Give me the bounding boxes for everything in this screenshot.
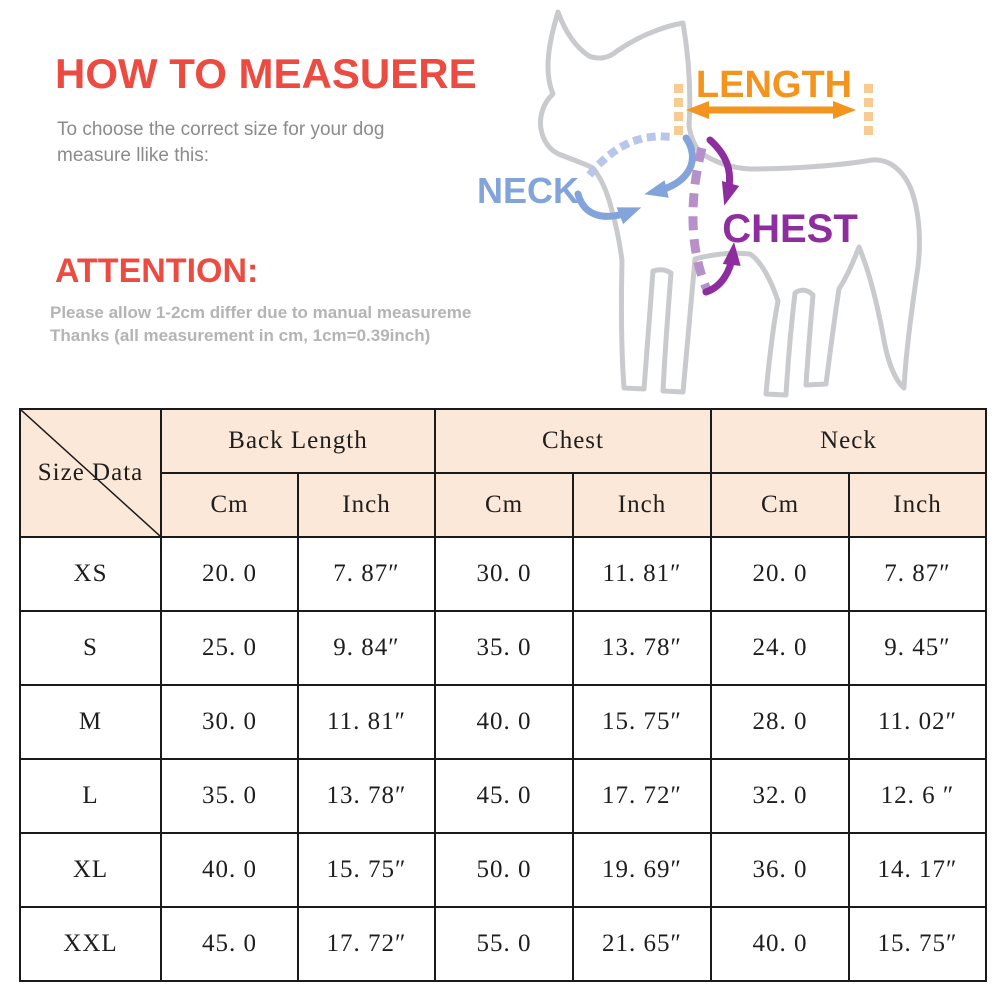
size-label: S bbox=[19, 610, 162, 686]
cell-value: 12. 6 ″ bbox=[848, 758, 987, 834]
howto-subtitle-line1: To choose the correct size for your dog bbox=[57, 119, 385, 140]
cell-value: 17. 72″ bbox=[297, 906, 436, 982]
corner-diagonal-line bbox=[21, 410, 160, 536]
howto-subtitle: To choose the correct size for your dog … bbox=[57, 117, 384, 169]
size-label: M bbox=[19, 684, 162, 760]
length-guide-dots-right bbox=[864, 84, 873, 135]
length-guide-dots-left bbox=[674, 84, 683, 135]
cell-value: 21. 65″ bbox=[572, 906, 712, 982]
cell-value: 20. 0 bbox=[710, 536, 850, 612]
subheader-inch: Inch bbox=[848, 472, 987, 538]
table-row: XXL 45. 0 17. 72″ 55. 0 21. 65″ 40. 0 15… bbox=[19, 906, 987, 982]
group-header-chest: Chest bbox=[434, 408, 712, 474]
subheader-cm: Cm bbox=[434, 472, 574, 538]
attention-note-line2: Thanks (all measurement in cm, 1cm=0.39i… bbox=[50, 326, 431, 345]
subheader-cm: Cm bbox=[160, 472, 299, 538]
neck-label: NECK bbox=[477, 170, 579, 211]
cell-value: 9. 45″ bbox=[848, 610, 987, 686]
cell-value: 25. 0 bbox=[160, 610, 299, 686]
cell-value: 40. 0 bbox=[710, 906, 850, 982]
subheader-inch: Inch bbox=[297, 472, 436, 538]
group-header-neck: Neck bbox=[710, 408, 987, 474]
chest-arrow-bottom bbox=[702, 242, 741, 296]
chest-label: CHEST bbox=[722, 207, 858, 251]
cell-value: 55. 0 bbox=[434, 906, 574, 982]
cell-value: 50. 0 bbox=[434, 832, 574, 908]
neck-arrow-upper bbox=[644, 134, 696, 198]
cell-value: 15. 75″ bbox=[572, 684, 712, 760]
cell-value: 7. 87″ bbox=[848, 536, 987, 612]
cell-value: 9. 84″ bbox=[297, 610, 436, 686]
cell-value: 28. 0 bbox=[710, 684, 850, 760]
size-label: XS bbox=[19, 536, 162, 612]
cell-value: 32. 0 bbox=[710, 758, 850, 834]
cell-value: 7. 87″ bbox=[297, 536, 436, 612]
table-row: XL 40. 0 15. 75″ 50. 0 19. 69″ 36. 0 14.… bbox=[19, 832, 987, 908]
cell-value: 35. 0 bbox=[434, 610, 574, 686]
cell-value: 15. 75″ bbox=[848, 906, 987, 982]
cell-value: 20. 0 bbox=[160, 536, 299, 612]
neck-arrow-lower bbox=[574, 190, 642, 225]
subheader-inch: Inch bbox=[572, 472, 712, 538]
table-row: M 30. 0 11. 81″ 40. 0 15. 75″ 28. 0 11. … bbox=[19, 684, 987, 760]
cell-value: 13. 78″ bbox=[572, 610, 712, 686]
length-label: LENGTH bbox=[696, 64, 852, 106]
howto-title: HOW TO MEASUERE bbox=[55, 50, 477, 97]
cell-value: 15. 75″ bbox=[297, 832, 436, 908]
size-label: XXL bbox=[19, 906, 162, 982]
howto-subtitle-line2: measure llike this: bbox=[57, 145, 210, 166]
table-row: S 25. 0 9. 84″ 35. 0 13. 78″ 24. 0 9. 45… bbox=[19, 610, 987, 686]
cell-value: 30. 0 bbox=[434, 536, 574, 612]
size-chart-table: Size Data Back Length Chest Neck Cm Inch… bbox=[19, 408, 987, 982]
attention-title: ATTENTION: bbox=[55, 252, 259, 290]
size-label: L bbox=[19, 758, 162, 834]
group-header-back-length: Back Length bbox=[160, 408, 436, 474]
cell-value: 30. 0 bbox=[160, 684, 299, 760]
cell-value: 14. 17″ bbox=[848, 832, 987, 908]
table-row: L 35. 0 13. 78″ 45. 0 17. 72″ 32. 0 12. … bbox=[19, 758, 987, 834]
cell-value: 24. 0 bbox=[710, 610, 850, 686]
cell-value: 11. 81″ bbox=[572, 536, 712, 612]
cell-value: 13. 78″ bbox=[297, 758, 436, 834]
table-subheader-row: Cm Inch Cm Inch Cm Inch bbox=[20, 472, 987, 538]
cell-value: 19. 69″ bbox=[572, 832, 712, 908]
size-label: XL bbox=[19, 832, 162, 908]
cell-value: 40. 0 bbox=[434, 684, 574, 760]
chest-dashed-arc bbox=[688, 146, 713, 294]
table-row: XS 20. 0 7. 87″ 30. 0 11. 81″ 20. 0 7. 8… bbox=[19, 536, 987, 612]
cell-value: 36. 0 bbox=[710, 832, 850, 908]
cell-value: 11. 81″ bbox=[297, 684, 436, 760]
corner-label: Size Data bbox=[37, 459, 144, 486]
cell-value: 11. 02″ bbox=[848, 684, 987, 760]
attention-note-line1: Please allow 1-2cm differ due to manual … bbox=[50, 303, 472, 322]
dog-measurement-diagram: LENGTH NECK CHEST bbox=[477, 9, 922, 398]
chest-arrow-top bbox=[706, 136, 740, 206]
table-group-header-row: Size Data Back Length Chest Neck bbox=[19, 408, 987, 538]
corner-cell: Size Data bbox=[19, 408, 162, 538]
cell-value: 17. 72″ bbox=[572, 758, 712, 834]
subheader-cm: Cm bbox=[710, 472, 850, 538]
cell-value: 45. 0 bbox=[434, 758, 574, 834]
neck-dotted-arc bbox=[586, 132, 675, 178]
cell-value: 35. 0 bbox=[160, 758, 299, 834]
cell-value: 40. 0 bbox=[160, 832, 299, 908]
cell-value: 45. 0 bbox=[160, 906, 299, 982]
attention-note: Please allow 1-2cm differ due to manual … bbox=[50, 301, 471, 347]
